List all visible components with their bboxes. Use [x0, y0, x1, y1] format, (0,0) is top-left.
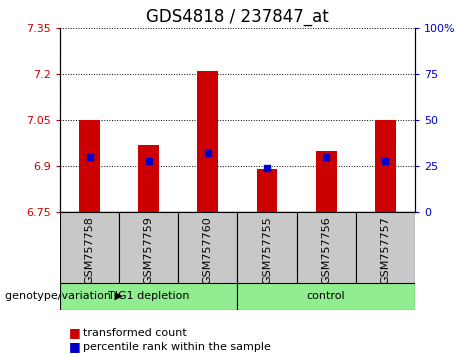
Text: ■: ■ — [69, 341, 81, 353]
Text: control: control — [307, 291, 345, 302]
Bar — [316, 151, 337, 212]
Text: genotype/variation ▶: genotype/variation ▶ — [5, 291, 123, 302]
Bar — [296, 212, 356, 283]
Text: GSM757756: GSM757756 — [321, 216, 331, 284]
Bar — [375, 120, 396, 212]
Bar — [356, 212, 415, 283]
Bar — [237, 283, 415, 310]
Text: transformed count: transformed count — [83, 328, 187, 338]
Text: percentile rank within the sample: percentile rank within the sample — [83, 342, 271, 352]
Point — [86, 154, 93, 160]
Text: ■: ■ — [69, 326, 81, 339]
Point — [322, 154, 330, 160]
Bar — [60, 283, 237, 310]
Text: GSM757757: GSM757757 — [380, 216, 390, 284]
Point — [145, 158, 152, 164]
Text: GSM757760: GSM757760 — [203, 216, 213, 284]
Bar — [60, 212, 119, 283]
Bar — [138, 145, 159, 212]
Bar — [197, 71, 218, 212]
Point — [382, 158, 389, 164]
Bar — [237, 212, 296, 283]
Text: GSM757759: GSM757759 — [144, 216, 154, 284]
Title: GDS4818 / 237847_at: GDS4818 / 237847_at — [146, 8, 329, 25]
Point — [204, 151, 212, 156]
Text: GSM757755: GSM757755 — [262, 216, 272, 284]
Text: TIG1 depletion: TIG1 depletion — [108, 291, 189, 302]
Bar — [79, 120, 100, 212]
Bar — [257, 170, 278, 212]
Bar — [178, 212, 237, 283]
Text: GSM757758: GSM757758 — [84, 216, 95, 284]
Point — [263, 165, 271, 171]
Bar — [119, 212, 178, 283]
